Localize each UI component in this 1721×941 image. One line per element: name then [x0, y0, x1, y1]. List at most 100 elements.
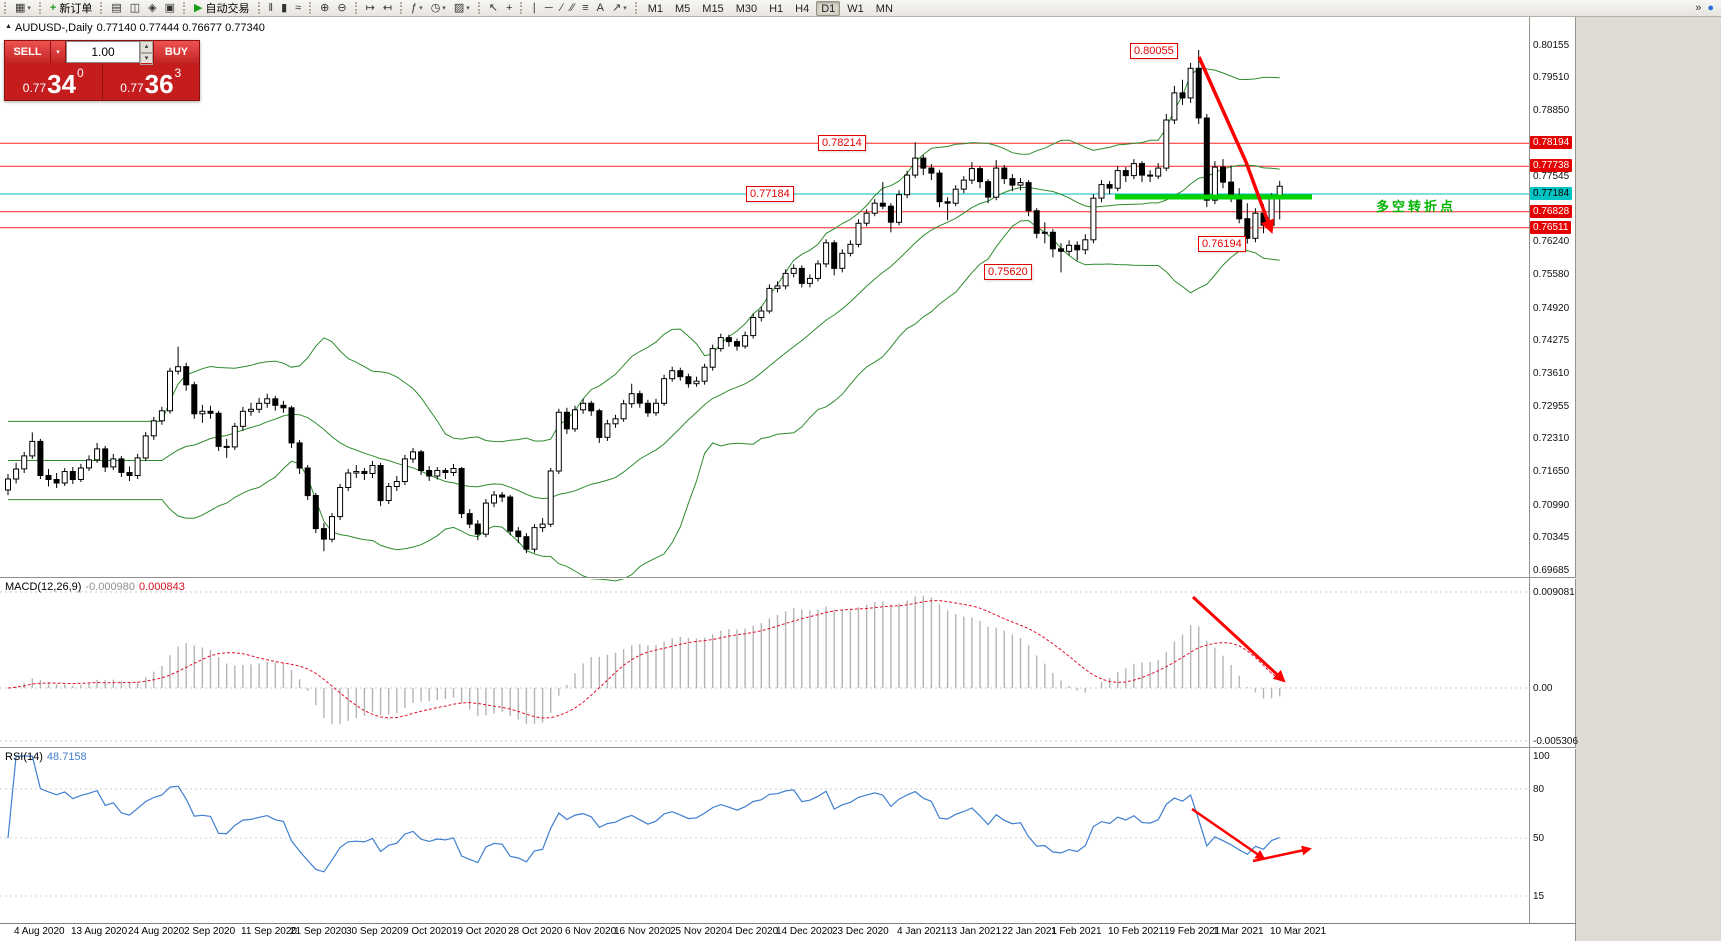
new-order-button[interactable]: + 新订单: [47, 1, 95, 16]
chevron-double-icon: »: [1695, 2, 1702, 14]
price-divider: [101, 63, 103, 100]
macd-signal-line: [7, 600, 1281, 719]
navigator-icon: ◈: [148, 1, 157, 14]
text-label-button[interactable]: A: [594, 1, 607, 16]
market-watch-button[interactable]: ▤: [108, 1, 124, 16]
price-axis[interactable]: [1530, 17, 1576, 923]
timeframe-h4-button[interactable]: H4: [795, 2, 810, 15]
terminal-button[interactable]: ▣: [162, 1, 178, 16]
sell-price-sup: 0: [77, 66, 84, 80]
time-axis[interactable]: [0, 923, 1529, 941]
sell-button[interactable]: SELL: [5, 41, 51, 63]
chevron-down-icon: ▾: [27, 5, 31, 12]
vertical-line-button[interactable]: ∣: [528, 1, 540, 16]
templates-button[interactable]: ▨ ▾: [451, 1, 473, 16]
zoom-in-button[interactable]: ⊕: [317, 1, 332, 16]
fibonacci-icon: ≡: [582, 1, 589, 14]
bollinger-upper-band: [8, 67, 1280, 443]
volume-stepper: ▴ ▾: [140, 41, 153, 65]
text-icon: A: [596, 1, 604, 14]
indicators-icon: ƒ: [411, 1, 418, 14]
macd-signal-value: 0.000843: [138, 581, 185, 593]
channel-button[interactable]: ∕∕: [568, 1, 578, 16]
toolbar-grip: [634, 2, 639, 14]
horizontal-line-button[interactable]: ─: [542, 1, 556, 16]
chart-window-icon: ▦: [15, 1, 26, 14]
buy-price-button[interactable]: 0.77 36 3: [103, 63, 200, 100]
symbol-label: AUDUSD-,Daily: [15, 22, 93, 34]
new-chart-button[interactable]: ▦ ▾: [12, 1, 34, 16]
buy-price-sup: 3: [174, 66, 182, 80]
navigator-button[interactable]: ◈: [145, 1, 159, 16]
play-icon: ▶: [194, 1, 203, 14]
chart-canvas[interactable]: [0, 0, 1576, 941]
chart-shift-icon: ↤: [382, 1, 393, 14]
indicators-button[interactable]: ƒ ▾: [408, 1, 426, 16]
zoom-out-button[interactable]: ⊖: [334, 1, 349, 16]
timeframe-mn-button[interactable]: MN: [875, 2, 893, 15]
toolbar-right: » ●: [1692, 1, 1717, 16]
crosshair-button[interactable]: +: [503, 1, 515, 16]
chart-shift-button[interactable]: ↤: [380, 1, 395, 16]
timeframe-m15-button[interactable]: M15: [702, 2, 724, 15]
arrow-icon: ↗: [611, 1, 622, 14]
toolbar: ▦ ▾ + 新订单 ▤ ◫ ◈ ▣ ▶ 自动交易 ‖ ▮ ≈ ⊕ ⊖ ↦ ↤ ƒ ▾ ◷ ▾ ▨ ▾ ↖ + ∣ ─ ∕ ∕∕ ≡ A ↗ ▾ M…: [0, 0, 1721, 17]
volume-increase-button[interactable]: ▴: [140, 41, 153, 53]
one-click-top-row: SELL ▾ ▴ ▾ BUY: [5, 41, 199, 65]
timeframe-h1-button[interactable]: H1: [769, 2, 784, 15]
chevron-down-icon: ▾: [623, 5, 627, 12]
bollinger-middle-band: [8, 164, 1280, 500]
volume-decrease-button[interactable]: ▾: [140, 53, 153, 65]
toolbar-grip: [257, 2, 262, 14]
buy-button[interactable]: BUY: [153, 41, 199, 63]
auto-scroll-button[interactable]: ↦: [363, 1, 378, 16]
macd-indicator-label: MACD(12,26,9) -0.000980 0.000843: [5, 581, 185, 593]
periods-button[interactable]: ◷ ▾: [428, 1, 449, 16]
volume-input[interactable]: [66, 41, 140, 63]
toolbar-grip: [477, 2, 482, 14]
ohlc-values: 0.77140 0.77444 0.76677 0.77340: [96, 22, 265, 34]
rsi-line: [7, 755, 1280, 873]
trend-arrow: [1191, 807, 1266, 860]
toolbar-grip: [354, 2, 359, 14]
line-chart-button[interactable]: ≈: [292, 1, 304, 16]
macd-title: MACD(12,26,9): [5, 581, 82, 593]
trendline-button[interactable]: ∕: [558, 1, 566, 16]
timeframe-d1-button[interactable]: D1: [816, 0, 841, 16]
market-watch-icon: ▤: [111, 1, 122, 14]
plus-icon: +: [49, 1, 57, 14]
line-chart-icon: ≈: [295, 1, 302, 14]
toolbar-overflow-button[interactable]: »: [1693, 1, 1703, 16]
rsi-indicator-label: RSI(14) 48.7158: [5, 751, 87, 763]
order-type-dropdown[interactable]: ▾: [51, 41, 66, 63]
auto-trading-button[interactable]: ▶ 自动交易: [191, 1, 252, 16]
buy-price-big: 36: [144, 69, 174, 99]
timeframe-m1-button[interactable]: M1: [647, 2, 663, 15]
toolbar-grip: [183, 2, 187, 14]
cursor-button[interactable]: ↖: [486, 1, 501, 16]
chart-title: AUDUSD-,Daily 0.77140 0.77444 0.76677 0.7…: [15, 22, 269, 34]
one-click-trading-panel: SELL ▾ ▴ ▾ BUY 0.77 34 0 0.77 36 3: [4, 40, 200, 101]
sell-price-big: 34: [47, 69, 77, 99]
timeframe-m30-button[interactable]: M30: [735, 2, 758, 15]
toolbar-grip: [400, 2, 404, 14]
chevron-down-icon: ▾: [56, 49, 60, 56]
toolbar-main: ▦ ▾ + 新订单 ▤ ◫ ◈ ▣ ▶ 自动交易 ‖ ▮ ≈ ⊕ ⊖ ↦ ↤ ƒ ▾ ◷ ▾ ▨ ▾ ↖ + ∣ ─ ∕ ∕∕ ≡ A ↗ ▾ M…: [0, 0, 899, 16]
toolbar-grip: [309, 2, 313, 14]
candlestick-chart-button[interactable]: ▮: [278, 1, 290, 16]
timeframe-m5-button[interactable]: M5: [675, 2, 691, 15]
toolbar-grip: [520, 2, 524, 14]
bar-chart-button[interactable]: ‖: [266, 1, 277, 16]
data-window-button[interactable]: ◫: [127, 1, 143, 16]
chevron-down-icon: ▾: [466, 5, 470, 12]
sell-price-button[interactable]: 0.77 34 0: [5, 63, 102, 100]
timeframe-w1-button[interactable]: W1: [847, 2, 864, 15]
fibonacci-button[interactable]: ≡: [579, 1, 591, 16]
trend-arrow: [1191, 595, 1286, 683]
new-order-label: 新订单: [59, 3, 93, 15]
status-indicator-button[interactable]: ●: [1705, 1, 1716, 16]
one-click-collapse-icon[interactable]: ▲: [5, 23, 12, 30]
auto-scroll-icon: ↦: [365, 1, 375, 14]
data-window-icon: ◫: [129, 1, 141, 14]
arrow-objects-button[interactable]: ↗ ▾: [609, 1, 630, 16]
